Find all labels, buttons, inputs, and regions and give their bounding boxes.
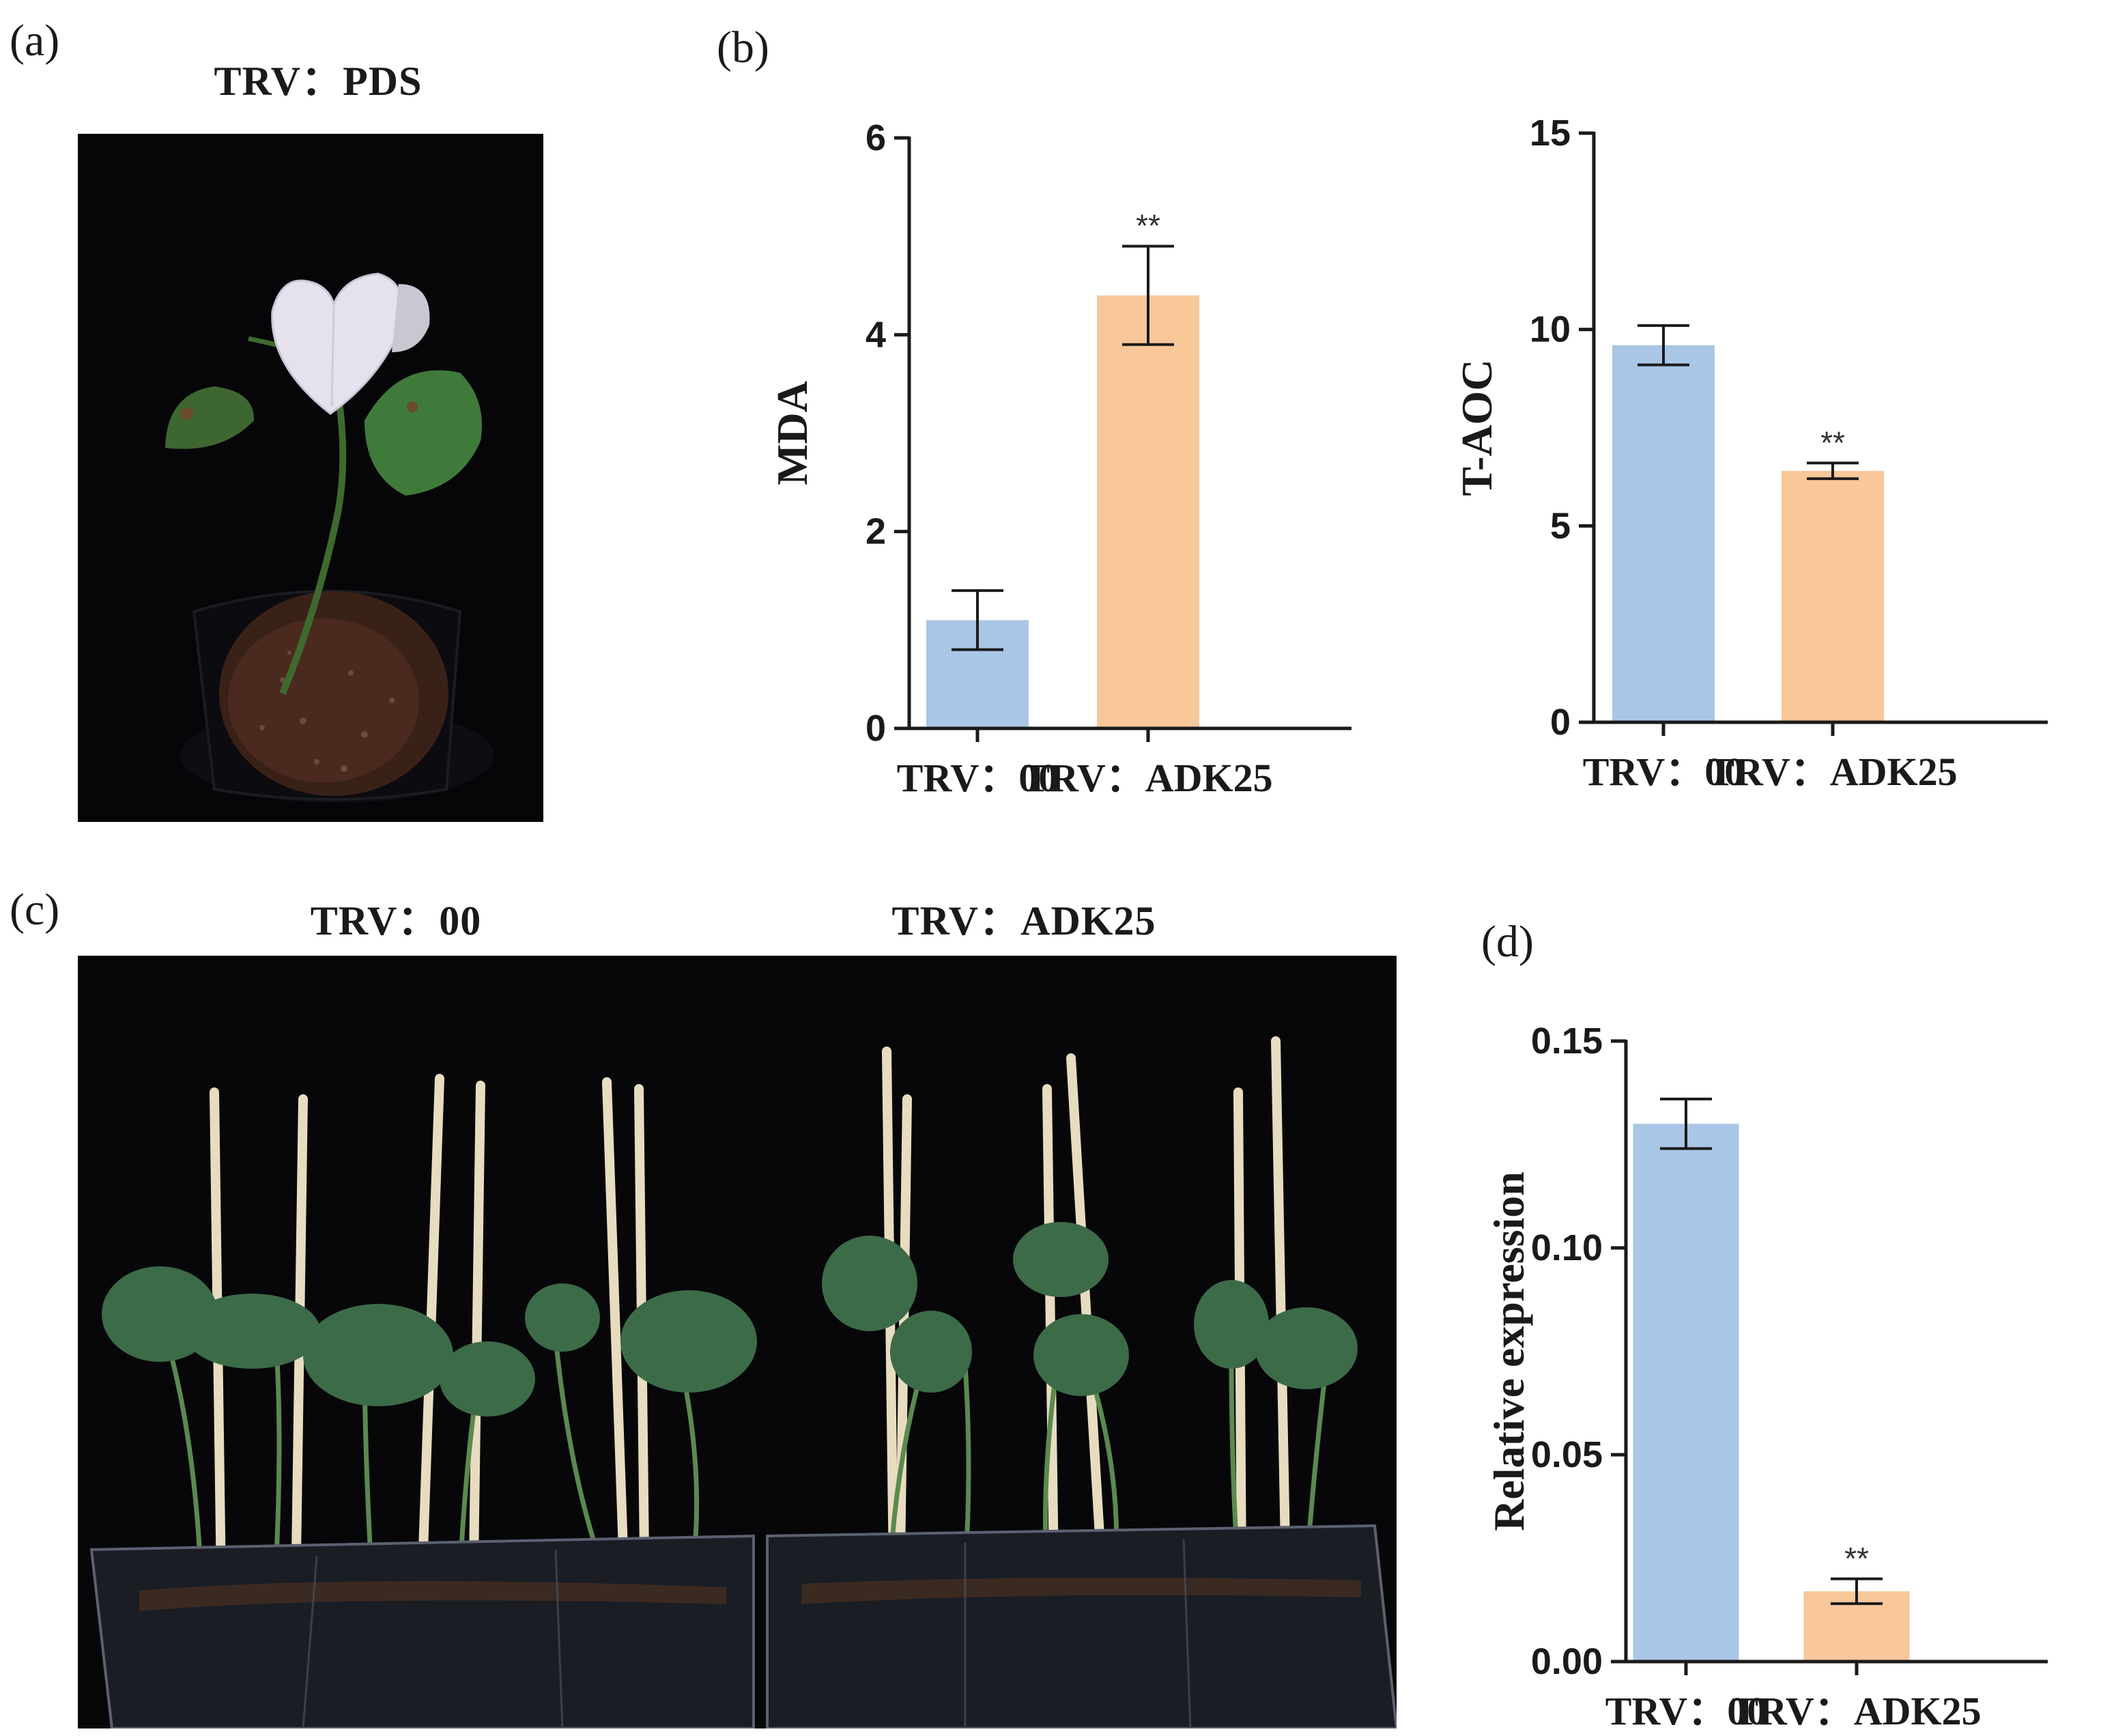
taoc-category-label: TRV：ADK25 (1708, 750, 1957, 794)
expr-y-tick-label: 0.05 (1531, 1434, 1603, 1475)
mda-y-tick-label: 4 (866, 314, 886, 355)
expr-category-label: TRV：ADK25 (1732, 1689, 1981, 1733)
panel-b-letter: (b) (717, 23, 769, 72)
taoc-y-tick-label: 10 (1530, 309, 1571, 350)
expr-significance-label: ** (1844, 1541, 1869, 1576)
panel-a-letter: (a) (10, 16, 60, 66)
mda-category-label: TRV：ADK25 (1023, 756, 1272, 800)
taoc-y-tick-label: 15 (1530, 113, 1571, 154)
mda-y-axis-label: MDA (768, 381, 816, 485)
taoc-y-axis-label: T-AOC (1453, 359, 1501, 496)
expr-bar (1633, 1124, 1739, 1662)
seedlings-comparison-image (78, 956, 1397, 1728)
expr-y-tick-label: 0.15 (1531, 1021, 1603, 1062)
taoc-y-tick-label: 0 (1550, 702, 1571, 743)
expr-y-tick-label: 0.00 (1531, 1641, 1603, 1682)
panel-c-title-left: TRV：00 (310, 898, 482, 943)
mda-significance-label: ** (1136, 208, 1160, 244)
taoc-bar (1782, 470, 1884, 722)
expr-y-tick-label: 0.10 (1531, 1227, 1603, 1268)
mda-category-label: TRV：00 (897, 756, 1058, 800)
mda-y-tick-label: 6 (866, 117, 886, 158)
taoc-bar (1612, 345, 1715, 722)
mda-y-tick-label: 0 (866, 708, 886, 749)
taoc-category-label: TRV：00 (1583, 750, 1744, 794)
panel-d-letter: (d) (1481, 917, 1534, 967)
mda-bar (1097, 295, 1199, 729)
expr-y-axis-label: Relative expression (1485, 1171, 1533, 1531)
mda-y-tick-label: 2 (866, 511, 886, 552)
taoc-y-tick-label: 5 (1550, 505, 1571, 546)
panel-a-photo (78, 134, 543, 822)
taoc-significance-label: ** (1820, 425, 1845, 460)
panel-c-title-right: TRV：ADK25 (891, 898, 1156, 943)
panel-a-title: TRV：PDS (214, 59, 423, 104)
seedling-albino-image (78, 134, 543, 822)
panel-c-photo (78, 956, 1397, 1728)
panel-c-letter: (c) (10, 885, 60, 935)
expr-category-label: TRV：00 (1605, 1689, 1767, 1733)
